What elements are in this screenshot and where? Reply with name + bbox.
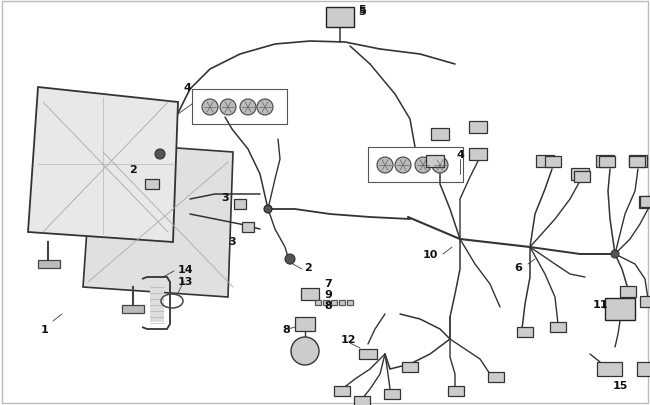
Bar [334, 386, 350, 396]
Bar [38, 260, 60, 269]
Bar [517, 327, 533, 337]
Circle shape [285, 254, 295, 264]
Text: 6: 6 [514, 262, 522, 272]
Text: 5: 5 [358, 5, 366, 15]
Circle shape [395, 158, 411, 174]
Circle shape [377, 158, 393, 174]
Bar [605, 298, 635, 320]
Bar [488, 372, 504, 382]
Bar [145, 179, 159, 190]
Text: 12: 12 [340, 334, 356, 344]
Text: 7: 7 [324, 278, 332, 288]
Bar [536, 156, 554, 168]
Circle shape [155, 149, 165, 160]
Text: 1: 1 [41, 324, 49, 334]
Circle shape [202, 100, 218, 116]
Bar [301, 288, 319, 300]
Text: 15: 15 [612, 380, 628, 390]
Bar [640, 296, 650, 307]
Bar [426, 156, 444, 168]
Bar [599, 156, 615, 167]
Bar [574, 171, 590, 182]
Text: 4: 4 [456, 149, 464, 160]
Bar [639, 196, 650, 209]
Text: 5: 5 [358, 7, 366, 17]
Circle shape [240, 100, 256, 116]
Bar [469, 149, 487, 161]
Circle shape [432, 158, 448, 174]
Bar [295, 317, 315, 331]
Bar [331, 300, 337, 305]
Circle shape [415, 158, 431, 174]
Text: 10: 10 [422, 249, 437, 259]
Bar [545, 156, 561, 167]
Bar [315, 300, 321, 305]
Bar [596, 156, 614, 168]
Circle shape [611, 250, 619, 258]
Circle shape [264, 205, 272, 213]
Text: 8: 8 [324, 300, 332, 310]
Bar [242, 222, 254, 232]
Bar [469, 122, 487, 134]
Text: 11: 11 [592, 299, 608, 309]
Text: 9: 9 [324, 289, 332, 299]
Bar [323, 300, 329, 305]
Bar [354, 396, 370, 405]
Bar [637, 362, 650, 376]
Bar [192, 90, 287, 125]
Bar [326, 8, 354, 28]
Bar [368, 148, 463, 183]
Text: 14: 14 [177, 264, 193, 274]
Circle shape [291, 337, 319, 365]
Bar [234, 200, 246, 209]
Text: 8: 8 [282, 324, 290, 334]
Bar [597, 362, 623, 376]
Circle shape [220, 100, 236, 116]
Circle shape [257, 100, 273, 116]
Text: 4: 4 [183, 83, 191, 93]
Bar [571, 168, 589, 181]
Bar [431, 129, 449, 141]
Bar [359, 349, 377, 359]
Bar [339, 300, 345, 305]
Bar [384, 389, 400, 399]
Text: 3: 3 [228, 237, 236, 246]
Polygon shape [28, 88, 178, 243]
Bar [402, 362, 418, 372]
Bar [640, 196, 650, 207]
Bar [629, 156, 645, 167]
Polygon shape [83, 143, 233, 297]
Bar [150, 284, 164, 322]
Bar [629, 156, 647, 168]
Text: 2: 2 [129, 164, 137, 175]
Bar [620, 286, 636, 297]
Bar [448, 386, 464, 396]
Bar [347, 300, 353, 305]
Bar [550, 322, 566, 332]
Text: 3: 3 [221, 192, 229, 202]
Text: 2: 2 [304, 262, 312, 272]
Text: 13: 13 [177, 276, 192, 286]
Bar [122, 305, 144, 313]
